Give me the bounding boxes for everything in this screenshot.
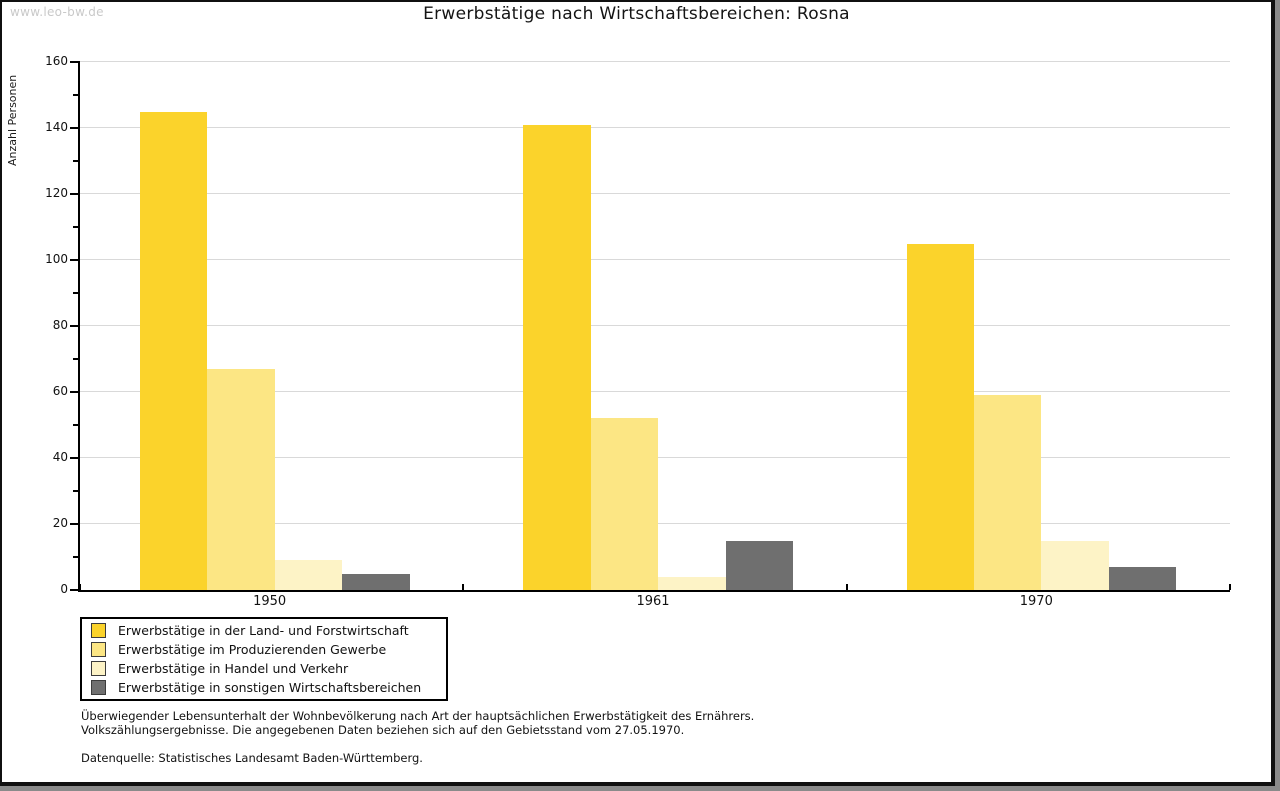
y-tick xyxy=(70,523,80,525)
x-category-label: 1961 xyxy=(636,594,670,609)
y-minor-tick xyxy=(73,358,80,360)
y-tick xyxy=(70,127,80,129)
gridline xyxy=(80,391,1230,392)
legend-item: Erwerbstätige in der Land- und Forstwirt… xyxy=(82,621,446,640)
y-minor-tick xyxy=(73,226,80,228)
y-tick-label: 20 xyxy=(52,516,68,530)
legend-swatch xyxy=(91,642,106,657)
x-tick xyxy=(79,584,81,590)
y-minor-tick xyxy=(73,490,80,492)
y-tick-label: 0 xyxy=(60,582,68,596)
y-tick-label: 40 xyxy=(52,450,68,464)
bar-1970-series4 xyxy=(1108,566,1177,590)
y-minor-tick xyxy=(73,160,80,162)
y-tick-label: 100 xyxy=(45,252,68,266)
y-tick-label: 80 xyxy=(52,318,68,332)
gridline xyxy=(80,127,1230,128)
y-minor-tick xyxy=(73,292,80,294)
bar-1961-series3 xyxy=(658,576,726,590)
gridline xyxy=(80,259,1230,260)
footnote: Überwiegender Lebensunterhalt der Wohnbe… xyxy=(81,709,754,737)
bar-1961-series4 xyxy=(725,540,793,590)
x-category-label: 1950 xyxy=(253,594,287,609)
x-category-label: 1970 xyxy=(1019,594,1053,609)
y-minor-tick xyxy=(73,556,80,558)
legend-label: Erwerbstätige in sonstigen Wirtschaftsbe… xyxy=(118,680,422,695)
y-tick xyxy=(70,457,80,459)
footnote-line-2: Volkszählungsergebnisse. Die angegebenen… xyxy=(81,723,685,737)
y-tick-label: 120 xyxy=(45,186,68,200)
y-minor-tick xyxy=(73,94,80,96)
y-tick xyxy=(70,325,80,327)
gridline xyxy=(80,193,1230,194)
bar-1950-series2 xyxy=(207,368,275,590)
gridline xyxy=(80,325,1230,326)
y-tick-label: 140 xyxy=(45,120,68,134)
x-tick xyxy=(845,584,848,590)
data-source: Datenquelle: Statistisches Landesamt Bad… xyxy=(81,751,423,765)
y-tick xyxy=(70,259,80,261)
y-tick-label: 60 xyxy=(52,384,68,398)
bar-1950-series3 xyxy=(274,560,343,590)
legend-label: Erwerbstätige in Handel und Verkehr xyxy=(118,661,349,676)
legend-item: Erwerbstätige in Handel und Verkehr xyxy=(82,659,446,678)
watermark: www.leo-bw.de xyxy=(10,5,104,19)
legend-swatch xyxy=(91,680,106,695)
y-axis-label: Anzahl Personen xyxy=(6,74,19,166)
legend-swatch xyxy=(91,661,106,676)
bar-1970-series2 xyxy=(974,395,1042,590)
y-tick xyxy=(70,61,80,63)
legend-item: Erwerbstätige im Produzierenden Gewerbe xyxy=(82,640,446,659)
bar-1970-series1 xyxy=(906,243,975,590)
legend-item: Erwerbstätige in sonstigen Wirtschaftsbe… xyxy=(82,678,446,697)
legend-label: Erwerbstätige in der Land- und Forstwirt… xyxy=(118,623,409,638)
y-tick xyxy=(70,589,80,591)
bar-1970-series3 xyxy=(1041,540,1109,590)
x-tick xyxy=(462,584,465,590)
bar-1950-series1 xyxy=(140,111,208,590)
plot-area: 0 20 40 60 80 100 120 140 160 xyxy=(45,54,1231,596)
bar-1950-series4 xyxy=(342,573,410,590)
gridline xyxy=(80,61,1230,62)
chart-title: Erwerbstätige nach Wirtschaftsbereichen:… xyxy=(423,4,850,24)
x-tick xyxy=(1229,584,1231,590)
footnote-line-1: Überwiegender Lebensunterhalt der Wohnbe… xyxy=(81,709,755,723)
y-tick xyxy=(70,391,80,393)
legend: Erwerbstätige in der Land- und Forstwirt… xyxy=(80,617,448,701)
y-tick xyxy=(70,193,80,195)
y-tick-label: 160 xyxy=(45,54,68,68)
legend-label: Erwerbstätige im Produzierenden Gewerbe xyxy=(118,642,387,657)
y-minor-tick xyxy=(73,424,80,426)
bar-1961-series2 xyxy=(590,418,659,590)
bar-1961-series1 xyxy=(523,124,591,590)
legend-swatch xyxy=(91,623,106,638)
